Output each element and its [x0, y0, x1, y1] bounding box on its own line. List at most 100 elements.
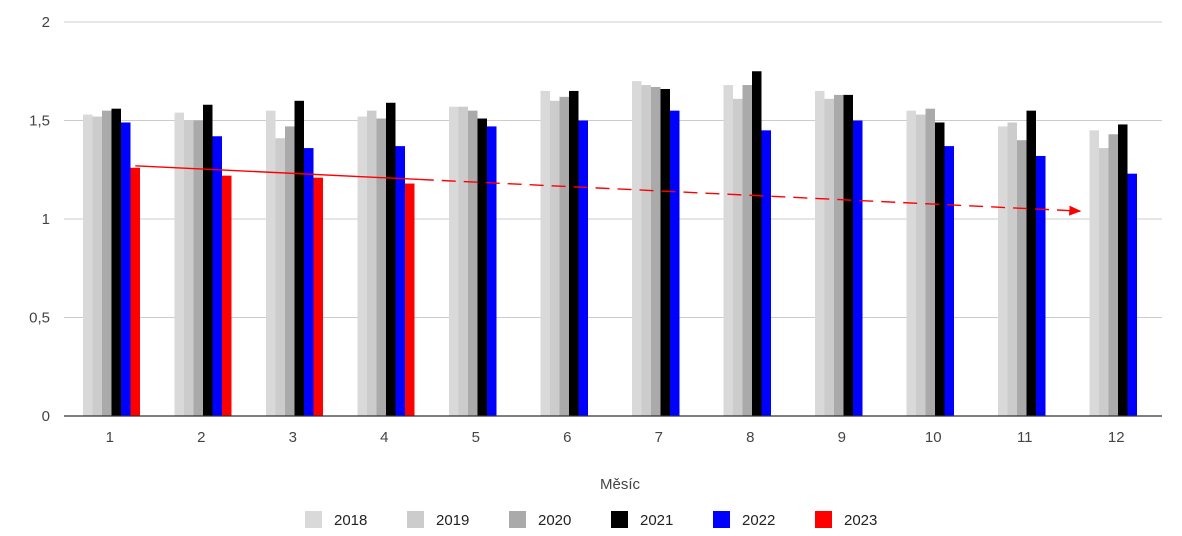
bar-2018-6 [540, 90, 550, 416]
legend-swatch-2020 [509, 511, 526, 528]
bar-2018-5 [449, 106, 459, 417]
x-tick-label: 8 [746, 429, 754, 446]
bar-2019-4 [367, 110, 377, 417]
bar-2022-1 [121, 122, 131, 416]
bar-2020-1 [102, 110, 112, 417]
trend-annotation [135, 165, 1082, 216]
y-tick-label: 0,5 [29, 310, 50, 327]
bar-2019-1 [92, 116, 102, 416]
bar-2019-12 [1099, 148, 1109, 416]
bar-2020-6 [559, 96, 569, 417]
legend-label-2021: 2021 [640, 512, 673, 529]
bar-2020-3 [285, 126, 295, 416]
bar-2019-7 [641, 85, 651, 416]
x-tick-label: 9 [838, 429, 846, 446]
bar-2018-8 [723, 85, 733, 416]
trend-arrow-solid [135, 165, 420, 181]
bar-2021-3 [294, 100, 304, 417]
x-tick-label: 1 [106, 429, 114, 446]
bar-2020-4 [376, 118, 386, 416]
bar-2018-11 [998, 126, 1008, 416]
x-axis-title: Měsíc [600, 476, 641, 493]
bar-2021-6 [569, 90, 579, 416]
trend-arrow-dashed [419, 178, 1082, 216]
legend-swatch-2023 [815, 511, 832, 528]
legend-label-2020: 2020 [538, 512, 571, 529]
bar-2019-3 [275, 138, 285, 417]
legend-swatch-2018 [305, 511, 322, 528]
legend-label-2023: 2023 [844, 512, 877, 529]
bar-2019-6 [550, 100, 560, 417]
x-tick-label: 10 [925, 429, 942, 446]
bar-2018-4 [357, 116, 367, 416]
bar-2021-11 [1026, 110, 1036, 417]
y-tick-label: 0 [42, 408, 50, 425]
bar-2020-12 [1108, 134, 1118, 417]
bar-2021-7 [660, 88, 670, 416]
bar-2023-4 [405, 183, 415, 416]
bar-2023-2 [222, 175, 232, 416]
bar-2022-11 [1036, 155, 1046, 416]
y-tick-label: 1,5 [29, 113, 50, 130]
bar-2022-12 [1127, 173, 1137, 416]
bar-2022-4 [395, 146, 405, 417]
y-tick-label: 2 [42, 14, 50, 31]
bar-2021-2 [203, 104, 213, 417]
bar-2022-7 [670, 110, 680, 417]
bar-2019-11 [1007, 122, 1017, 416]
bar-2020-11 [1017, 140, 1027, 416]
legend-label-2022: 2022 [742, 512, 775, 529]
legend: 2018 2019 2020 2021 2022 2023 [305, 511, 877, 529]
y-tick-label: 1 [42, 211, 50, 228]
bar-2019-10 [916, 114, 926, 416]
bar-2019-5 [458, 106, 468, 417]
y-axis-ticks: 0 0,5 1 1,5 2 [29, 14, 50, 425]
bar-2020-9 [834, 94, 844, 416]
bar-2021-12 [1118, 124, 1128, 416]
bar-2022-2 [212, 136, 222, 416]
legend-swatch-2021 [611, 511, 628, 528]
bar-2018-10 [906, 110, 916, 417]
bar-2022-5 [487, 126, 497, 416]
x-tick-label: 11 [1017, 429, 1033, 446]
bar-2020-10 [925, 108, 935, 417]
bar-2021-4 [386, 102, 396, 417]
x-tick-label: 3 [289, 429, 297, 446]
bar-2022-8 [761, 130, 771, 416]
bar-2020-7 [651, 87, 661, 416]
bar-2020-5 [468, 110, 478, 417]
bar-2018-2 [174, 112, 184, 417]
x-tick-label: 2 [197, 429, 205, 446]
legend-label-2018: 2018 [334, 512, 367, 529]
bar-2019-8 [733, 98, 743, 416]
bar-2022-10 [944, 146, 954, 417]
x-tick-label: 12 [1108, 429, 1125, 446]
bar-2021-1 [111, 108, 121, 417]
legend-swatch-2019 [407, 511, 424, 528]
bar-2018-12 [1089, 130, 1099, 416]
bar-2021-10 [935, 122, 945, 416]
bar-2018-7 [632, 81, 642, 416]
legend-swatch-2022 [713, 511, 730, 528]
bars [83, 71, 1137, 417]
bar-2020-8 [742, 85, 752, 416]
bar-2019-9 [824, 98, 834, 416]
x-tick-label: 7 [655, 429, 663, 446]
x-tick-label: 4 [380, 429, 388, 446]
bar-2018-9 [815, 90, 825, 416]
bar-2018-1 [83, 114, 93, 416]
bar-2021-5 [477, 118, 487, 416]
bar-2022-3 [304, 148, 314, 416]
bar-2021-9 [843, 94, 853, 416]
bar-2020-2 [193, 120, 203, 416]
x-tick-label: 5 [472, 429, 480, 446]
bar-2021-8 [752, 71, 762, 416]
bar-2023-3 [313, 177, 323, 416]
gridlines [64, 21, 1162, 318]
bar-2019-2 [184, 120, 194, 416]
bar-2018-3 [266, 110, 276, 417]
x-axis-ticks: 1 2 3 4 5 6 7 8 9 10 11 12 [106, 429, 1125, 446]
bar-2022-6 [578, 120, 588, 416]
bar-2023-1 [130, 167, 140, 416]
